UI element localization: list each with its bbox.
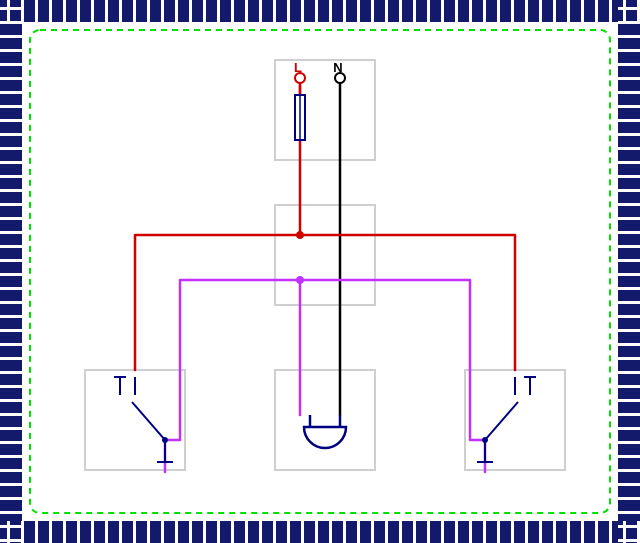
junction-dot-purple [296, 276, 304, 284]
box-source [275, 60, 375, 160]
frame-top [0, 0, 640, 22]
frame-right [618, 0, 640, 543]
frame-bottom [0, 521, 640, 543]
box-junction [275, 205, 375, 305]
junction-dot-live [296, 231, 304, 239]
terminal-label-N: N [333, 60, 342, 75]
frame-left [0, 0, 22, 543]
terminal-label-L: L [294, 60, 302, 75]
box-lamp [275, 370, 375, 470]
